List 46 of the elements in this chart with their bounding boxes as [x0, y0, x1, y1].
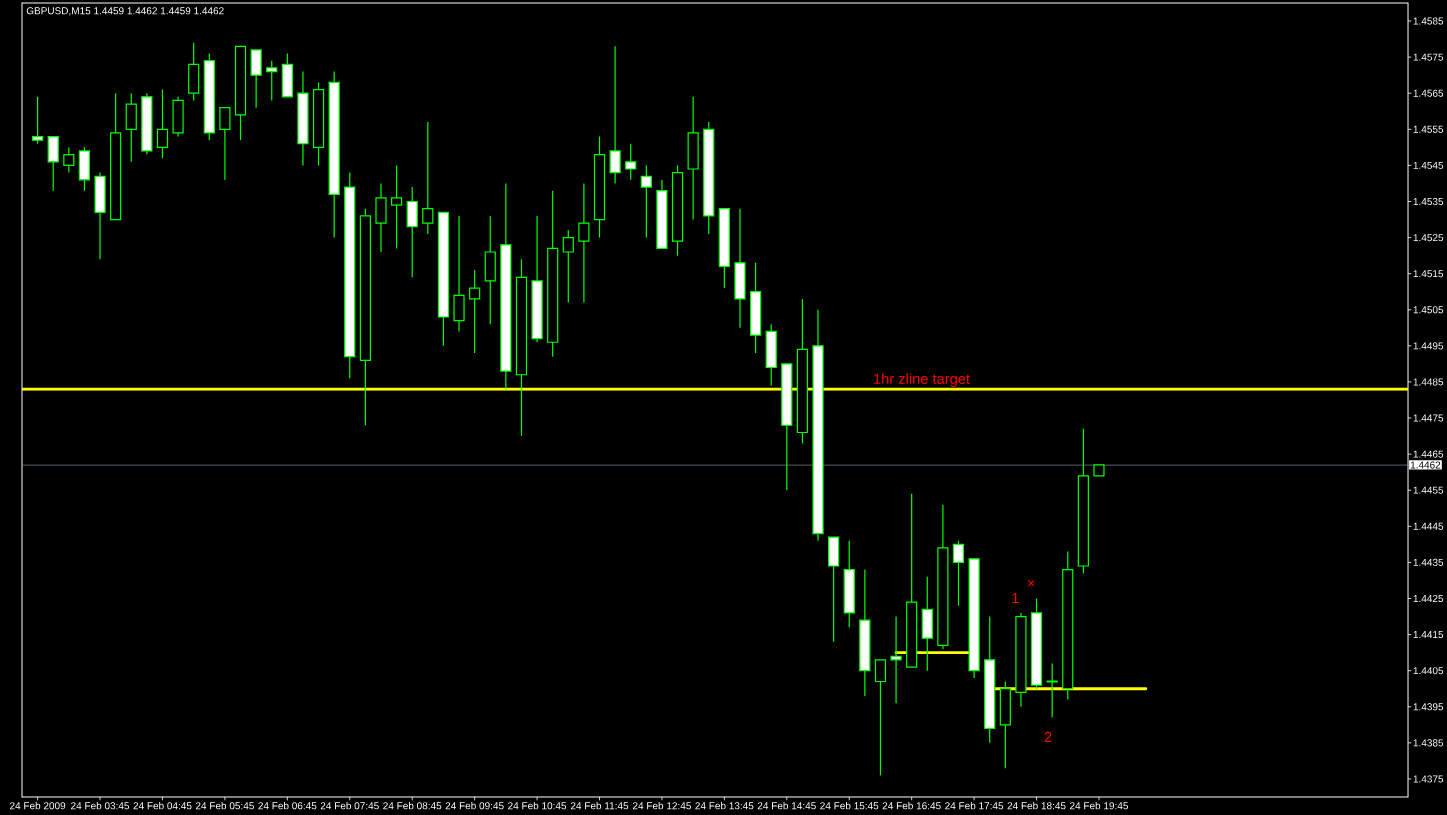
y-tick-label: 1.4495	[1413, 342, 1444, 350]
ref-line-label: 1hr zline target	[874, 373, 970, 387]
y-tick-label: 1.4565	[1413, 89, 1444, 97]
y-tick-label: 1.4385	[1413, 739, 1444, 747]
y-tick-label: 1.4515	[1413, 270, 1444, 278]
x-tick-label: 24 Feb 14:45	[757, 801, 816, 810]
ref-line-label: 1.4462	[1410, 461, 1441, 469]
chart-title: GBPUSD,M15 1.4459 1.4462 1.4459 1.4462	[26, 7, 224, 16]
y-tick-label: 1.4545	[1413, 161, 1444, 169]
y-tick-label: 1.4445	[1413, 522, 1444, 530]
x-tick-label: 24 Feb 12:45	[632, 801, 691, 810]
y-tick-label: 1.4415	[1413, 631, 1444, 639]
x-tick-label: 24 Feb 11:45	[570, 801, 629, 810]
y-tick-label: 1.4405	[1413, 667, 1444, 675]
x-tick-label: 24 Feb 08:45	[383, 801, 442, 810]
annotation: ×	[1027, 579, 1035, 587]
x-tick-label: 24 Feb 09:45	[445, 801, 504, 810]
x-tick-label: 24 Feb 2009	[10, 801, 66, 810]
y-tick-label: 1.4525	[1413, 234, 1444, 242]
y-tick-label: 1.4455	[1413, 486, 1444, 494]
x-tick-label: 24 Feb 19:45	[1070, 801, 1129, 810]
y-tick-label: 1.4395	[1413, 703, 1444, 711]
annotation: 2	[1044, 731, 1052, 743]
y-tick-label: 1.4485	[1413, 378, 1444, 386]
x-tick-label: 24 Feb 15:45	[820, 801, 879, 810]
x-tick-label: 24 Feb 17:45	[945, 801, 1004, 810]
y-tick-label: 1.4375	[1413, 775, 1444, 783]
x-tick-label: 24 Feb 03:45	[71, 801, 130, 810]
x-tick-label: 24 Feb 13:45	[695, 801, 754, 810]
x-tick-label: 24 Feb 10:45	[508, 801, 567, 810]
y-tick-label: 1.4535	[1413, 197, 1444, 206]
x-tick-label: 24 Feb 05:45	[195, 801, 254, 810]
x-tick-label: 24 Feb 07:45	[320, 801, 379, 810]
y-tick-label: 1.4585	[1413, 17, 1444, 25]
x-tick-label: 24 Feb 04:45	[133, 801, 192, 810]
y-tick-label: 1.4465	[1413, 450, 1444, 458]
y-tick-label: 1.4505	[1413, 306, 1444, 314]
y-tick-label: 1.4575	[1413, 53, 1444, 61]
x-tick-label: 24 Feb 18:45	[1007, 801, 1066, 810]
y-tick-label: 1.4435	[1413, 558, 1444, 566]
y-tick-label: 1.4555	[1413, 125, 1444, 133]
y-tick-label: 1.4425	[1413, 594, 1444, 603]
x-tick-label: 24 Feb 06:45	[258, 801, 317, 810]
annotation: 1	[1012, 592, 1019, 604]
y-tick-label: 1.4475	[1413, 414, 1444, 422]
x-tick-label: 24 Feb 16:45	[882, 801, 941, 810]
